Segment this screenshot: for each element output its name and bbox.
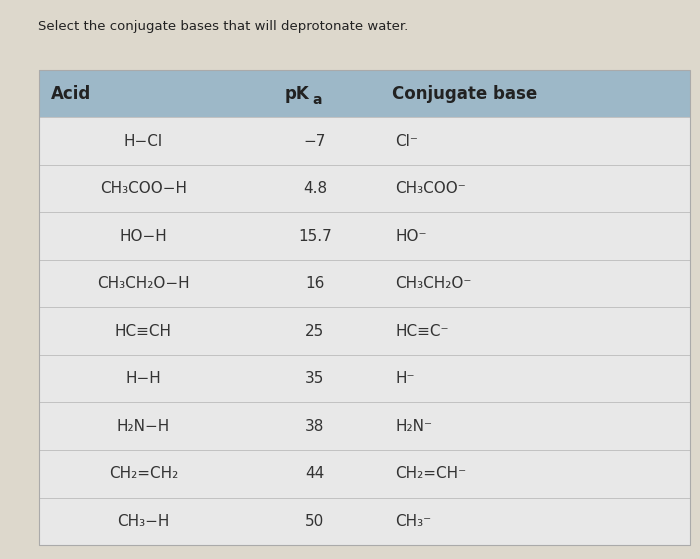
Text: pK: pK bbox=[285, 84, 309, 103]
Text: CH₃COO−H: CH₃COO−H bbox=[100, 181, 187, 196]
Text: Cl⁻: Cl⁻ bbox=[395, 134, 419, 149]
Text: CH₃CH₂O−H: CH₃CH₂O−H bbox=[97, 276, 190, 291]
Text: 38: 38 bbox=[305, 419, 325, 434]
Text: HC≡CH: HC≡CH bbox=[115, 324, 172, 339]
Text: HO⁻: HO⁻ bbox=[395, 229, 427, 244]
Text: H⁻: H⁻ bbox=[395, 371, 415, 386]
Text: −7: −7 bbox=[304, 134, 326, 149]
Bar bbox=[38, 70, 690, 545]
Text: H−Cl: H−Cl bbox=[124, 134, 163, 149]
Text: 50: 50 bbox=[305, 514, 325, 529]
Text: 35: 35 bbox=[305, 371, 325, 386]
Text: H₂N−H: H₂N−H bbox=[117, 419, 170, 434]
Text: 16: 16 bbox=[305, 276, 325, 291]
Text: 44: 44 bbox=[305, 466, 325, 481]
Text: Select the conjugate bases that will deprotonate water.: Select the conjugate bases that will dep… bbox=[38, 20, 409, 32]
Text: CH₂=CH₂: CH₂=CH₂ bbox=[109, 466, 178, 481]
Text: H₂N⁻: H₂N⁻ bbox=[395, 419, 433, 434]
Text: HC≡C⁻: HC≡C⁻ bbox=[395, 324, 449, 339]
Text: H−H: H−H bbox=[125, 371, 162, 386]
Text: 25: 25 bbox=[305, 324, 325, 339]
Text: CH₃CH₂O⁻: CH₃CH₂O⁻ bbox=[395, 276, 472, 291]
Bar bbox=[38, 70, 690, 545]
Text: Acid: Acid bbox=[51, 84, 91, 103]
Text: CH₂=CH⁻: CH₂=CH⁻ bbox=[395, 466, 467, 481]
Text: 4.8: 4.8 bbox=[303, 181, 327, 196]
Text: CH₃COO⁻: CH₃COO⁻ bbox=[395, 181, 466, 196]
Text: CH₃⁻: CH₃⁻ bbox=[395, 514, 432, 529]
Text: HO−H: HO−H bbox=[120, 229, 167, 244]
Bar bbox=[38, 70, 690, 117]
Text: CH₃−H: CH₃−H bbox=[118, 514, 169, 529]
Text: a: a bbox=[312, 93, 322, 107]
Text: Conjugate base: Conjugate base bbox=[392, 84, 538, 103]
Text: 15.7: 15.7 bbox=[298, 229, 332, 244]
